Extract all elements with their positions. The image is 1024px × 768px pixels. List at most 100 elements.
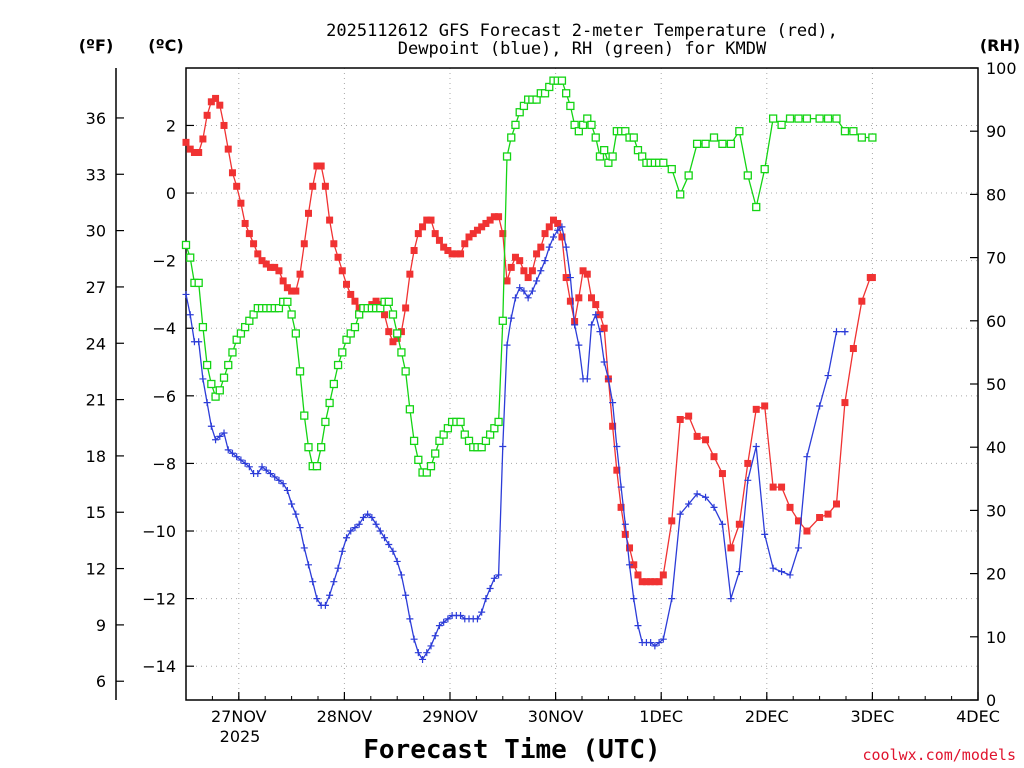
dewpoint-point bbox=[233, 453, 241, 461]
dewpoint-point bbox=[651, 642, 659, 650]
dewpoint-point bbox=[816, 402, 824, 410]
relative-humidity-point bbox=[342, 335, 351, 344]
relative-humidity-point bbox=[388, 310, 398, 319]
celsius-tick-label: −14 bbox=[142, 657, 176, 676]
2-meter-temperature-point bbox=[182, 138, 190, 146]
rh-tick-label: 90 bbox=[986, 122, 1006, 141]
relative-humidity-point bbox=[228, 348, 237, 357]
celsius-tick-label: −6 bbox=[152, 387, 176, 406]
relative-humidity-point bbox=[540, 89, 550, 98]
relative-humidity-point bbox=[181, 240, 191, 250]
relative-humidity-point bbox=[283, 297, 292, 306]
2-meter-temperature-point bbox=[710, 453, 718, 461]
x-tick-label: 28NOV bbox=[317, 707, 373, 726]
relative-humidity-point bbox=[574, 127, 583, 136]
dewpoint-point bbox=[381, 534, 389, 542]
dewpoint-point bbox=[355, 520, 363, 528]
dewpoint-point bbox=[258, 463, 266, 471]
dewpoint-point bbox=[262, 466, 270, 474]
2-meter-temperature-point bbox=[385, 328, 393, 336]
dewpoint-point bbox=[626, 561, 634, 569]
relative-humidity-point bbox=[186, 253, 195, 262]
dewpoint-point bbox=[634, 622, 642, 630]
dewpoint-point bbox=[592, 311, 600, 319]
dewpoint-point bbox=[655, 639, 663, 647]
2-meter-temperature-point bbox=[435, 236, 443, 244]
relative-humidity-point bbox=[245, 316, 254, 325]
relative-humidity-point bbox=[600, 146, 609, 155]
axes: 20−2−4−6−8−10−12−14363330272421181512961… bbox=[86, 59, 1017, 726]
2-meter-temperature-point bbox=[588, 294, 596, 302]
2-meter-temperature-point bbox=[478, 223, 486, 231]
relative-humidity-point bbox=[215, 386, 224, 395]
celsius-tick-label: −4 bbox=[152, 319, 176, 338]
relative-humidity-point bbox=[629, 133, 638, 142]
relative-humidity-point bbox=[207, 379, 216, 389]
2-meter-temperature-point bbox=[233, 182, 241, 190]
2-meter-temperature-point bbox=[609, 422, 617, 430]
relative-humidity-point bbox=[557, 76, 567, 85]
2-meter-temperature-point bbox=[803, 527, 811, 535]
2-meter-temperature-point bbox=[511, 253, 519, 261]
rh-tick-label: 80 bbox=[986, 185, 1006, 204]
celsius-tick-label: −10 bbox=[142, 522, 176, 541]
2-meter-temperature-point bbox=[566, 297, 574, 305]
relative-humidity-point bbox=[667, 164, 676, 174]
dewpoint-point bbox=[309, 578, 317, 586]
2-meter-temperature-point bbox=[351, 297, 359, 305]
2-meter-temperature-point bbox=[659, 571, 667, 579]
relative-humidity-point bbox=[815, 114, 824, 123]
relative-humidity-point bbox=[202, 360, 212, 370]
relative-humidity-point bbox=[494, 417, 503, 427]
dewpoint-point bbox=[435, 622, 443, 630]
dewpoint-point bbox=[803, 453, 811, 461]
dewpoint-point bbox=[406, 615, 414, 623]
relative-humidity-point bbox=[794, 114, 803, 123]
2-meter-temperature-point bbox=[220, 121, 228, 129]
fahrenheit-tick-label: 21 bbox=[86, 391, 106, 410]
2-meter-temperature-point bbox=[334, 253, 342, 261]
2-meter-temperature-point bbox=[516, 257, 524, 265]
relative-humidity-point bbox=[401, 367, 410, 376]
2-meter-temperature-point bbox=[427, 216, 435, 224]
dewpoint-point bbox=[343, 534, 351, 542]
relative-humidity-point bbox=[587, 120, 596, 130]
relative-humidity-point bbox=[684, 171, 693, 180]
2-meter-temperature-point bbox=[473, 226, 481, 234]
2-meter-temperature-point bbox=[583, 270, 591, 278]
fahrenheit-tick-label: 33 bbox=[86, 165, 106, 184]
relative-humidity-point bbox=[350, 322, 360, 332]
dewpoint-point bbox=[524, 294, 532, 302]
dewpoint-point bbox=[600, 358, 608, 366]
rh-tick-label: 20 bbox=[986, 565, 1006, 584]
relative-humidity-point bbox=[485, 430, 495, 439]
2-meter-temperature-point bbox=[486, 216, 494, 224]
dewpoint-point bbox=[613, 443, 621, 451]
2-meter-temperature-point bbox=[186, 145, 194, 153]
chart-title-line2: Dewpoint (blue), RH (green) for KMDW bbox=[398, 39, 767, 59]
dewpoint-point bbox=[727, 595, 735, 603]
dewpoint-point bbox=[279, 480, 287, 488]
dewpoint-point bbox=[778, 568, 786, 576]
2-meter-temperature-point bbox=[330, 240, 338, 248]
dewpoint-point bbox=[769, 564, 777, 572]
dewpoint-point bbox=[393, 557, 401, 565]
2-meter-temperature-point bbox=[816, 513, 824, 521]
2-meter-temperature-point bbox=[524, 274, 532, 282]
2-meter-temperature-point bbox=[279, 277, 287, 285]
2-meter-temperature-point bbox=[520, 267, 528, 275]
2-meter-temperature-point bbox=[545, 223, 553, 231]
dewpoint-point bbox=[537, 267, 545, 275]
rh-tick-label: 100 bbox=[986, 59, 1017, 78]
fahrenheit-tick-label: 15 bbox=[86, 503, 106, 522]
dewpoint-point bbox=[241, 459, 249, 467]
2-meter-temperature-point bbox=[655, 578, 663, 586]
dewpoint-point bbox=[495, 571, 503, 579]
dewpoint-point bbox=[718, 520, 726, 528]
rh-tick-label: 30 bbox=[986, 501, 1006, 520]
x-tick-label: 2DEC bbox=[745, 707, 789, 726]
celsius-tick-label: 2 bbox=[166, 116, 176, 135]
dewpoint-line bbox=[185, 225, 845, 661]
2-meter-temperature-point bbox=[321, 182, 329, 190]
2-meter-temperature-point bbox=[343, 280, 351, 288]
